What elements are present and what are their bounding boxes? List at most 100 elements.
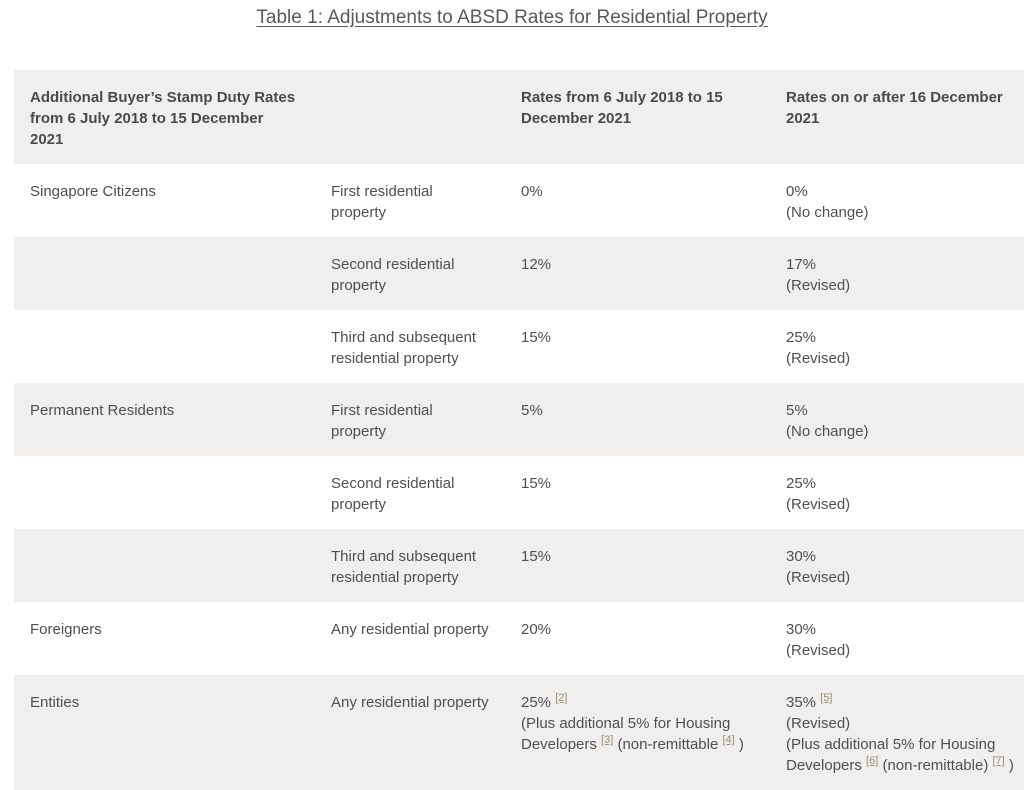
footnote-5-link[interactable]: [5] [820, 692, 833, 704]
table-cell-r3-c3: 15% [505, 310, 770, 383]
text-run: Rates on or after 16 December [786, 89, 1003, 106]
footnote-7-link[interactable]: [7] [992, 755, 1005, 767]
text-run: 25% [521, 694, 556, 711]
table-row-2: Second residential property 12% 17% (Revised… [14, 237, 1024, 310]
text-run: Developers [521, 736, 602, 753]
table-cell-r6-c3: 15% [505, 529, 770, 602]
cell-line: (Revised) [786, 494, 1024, 515]
cell-line: 25% [2] [521, 692, 754, 713]
text-run: (Plus additional 5% for Housing [786, 736, 996, 753]
text-run: Singapore Citizens [30, 183, 156, 200]
text-run: 5% [786, 402, 808, 419]
table-cell-r8-c3: 25% [2] (Plus additional 5% for Housing De… [505, 675, 770, 790]
text-run: (Revised) [786, 350, 851, 367]
cell-line: 25% [786, 327, 1024, 348]
column-header-3: Rates from 6 July 2018 to 15 December 202… [505, 70, 770, 164]
text-run: Rates from 6 July 2018 to 15 [521, 89, 723, 106]
cell-line: First residential property [331, 400, 489, 442]
table-cell-r6-c2: Third and subsequent residential property [315, 529, 505, 602]
table-cell-r3-c1 [14, 310, 315, 383]
column-header-2 [315, 70, 505, 164]
cell-line: (No change) [786, 421, 1024, 442]
footnote-4-link[interactable]: [4] [722, 734, 735, 746]
cell-line: 30% [786, 619, 1024, 640]
text-run: 5% [521, 402, 543, 419]
text-run: 0% [786, 183, 808, 200]
cell-line: 35% [5] [786, 692, 1024, 713]
footnote-6-link[interactable]: [6] [866, 755, 879, 767]
cell-line: 0% [786, 181, 1024, 202]
column-header-4: Rates on or after 16 December 2021 [770, 70, 1024, 164]
cell-line: (Revised) [786, 640, 1024, 661]
text-run: 20% [521, 621, 552, 638]
text-run: Foreigners [30, 621, 102, 638]
cell-line: (Plus additional 5% for Housing [786, 734, 1024, 755]
text-run: Second residential [331, 475, 455, 492]
cell-line: 15% [521, 327, 754, 348]
cell-line: Any residential property [331, 692, 489, 713]
cell-line: (Revised) [786, 275, 1024, 296]
text-run: 2021 [786, 110, 820, 127]
text-run: 15% [521, 329, 552, 346]
cell-line: Rates on or after 16 December [786, 87, 1024, 108]
cell-line: (Revised) [786, 713, 1024, 734]
text-run: 15% [521, 475, 552, 492]
cell-line: Permanent Residents [30, 400, 299, 421]
table-cell-r2-c3: 12% [505, 237, 770, 310]
table-cell-r6-c1 [14, 529, 315, 602]
table-cell-r4-c1: Permanent Residents [14, 383, 315, 456]
cell-line: 15% [521, 473, 754, 494]
cell-line: First residential property [331, 181, 489, 223]
cell-line: Developers [3] (non-remittable [4] ) [521, 734, 754, 755]
text-run: (Revised) [786, 569, 851, 586]
cell-line: 25% [786, 473, 1024, 494]
cell-line: 5% [786, 400, 1024, 421]
cell-line: 0% [521, 181, 754, 202]
cell-line: 5% [521, 400, 754, 421]
text-run: 15% [521, 548, 552, 565]
table-row-6: Third and subsequent residential property… [14, 529, 1024, 602]
text-run: (non-remittable) [878, 757, 993, 774]
cell-line: residential property [331, 567, 489, 588]
text-run: residential property [331, 350, 459, 367]
table-cell-r7-c4: 30% (Revised) [770, 602, 1024, 675]
table-header-row: Additional Buyer’s Stamp Duty Rates from … [14, 70, 1024, 164]
cell-line: (Plus additional 5% for Housing [521, 713, 754, 734]
text-run: 12% [521, 256, 552, 273]
text-run: Second residential [331, 256, 455, 273]
text-run: Third and subsequent [331, 329, 477, 346]
text-run: ) [734, 736, 744, 753]
table-cell-r1-c3: 0% [505, 164, 770, 237]
table-cell-r1-c1: Singapore Citizens [14, 164, 315, 237]
table-cell-r2-c1 [14, 237, 315, 310]
cell-line: (No change) [786, 202, 1024, 223]
table-cell-r7-c2: Any residential property [315, 602, 505, 675]
text-run: (No change) [786, 204, 869, 221]
table-cell-r4-c2: First residential property [315, 383, 505, 456]
cell-line: 12% [521, 254, 754, 275]
table-cell-r5-c1 [14, 456, 315, 529]
footnote-3-link[interactable]: [3] [601, 734, 614, 746]
cell-line: 17% [786, 254, 1024, 275]
cell-line: Entities [30, 692, 299, 713]
cell-line: Third and subsequent [331, 327, 489, 348]
table-cell-r8-c4: 35% [5] (Revised) (Plus additional 5% for … [770, 675, 1024, 790]
cell-line: Third and subsequent [331, 546, 489, 567]
table-cell-r8-c1: Entities [14, 675, 315, 790]
cell-line: Second residential [331, 254, 489, 275]
footnote-2-link[interactable]: [2] [555, 692, 568, 704]
table-cell-r7-c1: Foreigners [14, 602, 315, 675]
table-cell-r1-c4: 0% (No change) [770, 164, 1024, 237]
cell-line: Additional Buyer’s Stamp Duty Rates [30, 87, 299, 108]
cell-line: Rates from 6 July 2018 to 15 [521, 87, 754, 108]
text-run: ) [1004, 757, 1014, 774]
cell-line: 30% [786, 546, 1024, 567]
page-title: Table 1: Adjustments to ABSD Rates for R… [256, 7, 768, 28]
text-run: Third and subsequent [331, 548, 477, 565]
text-run: 0% [521, 183, 543, 200]
text-run: Additional Buyer’s Stamp Duty Rates [30, 89, 296, 106]
table-cell-r3-c4: 25% (Revised) [770, 310, 1024, 383]
text-run: 25% [786, 475, 817, 492]
table-cell-r5-c3: 15% [505, 456, 770, 529]
text-run: First residential property [331, 183, 433, 221]
